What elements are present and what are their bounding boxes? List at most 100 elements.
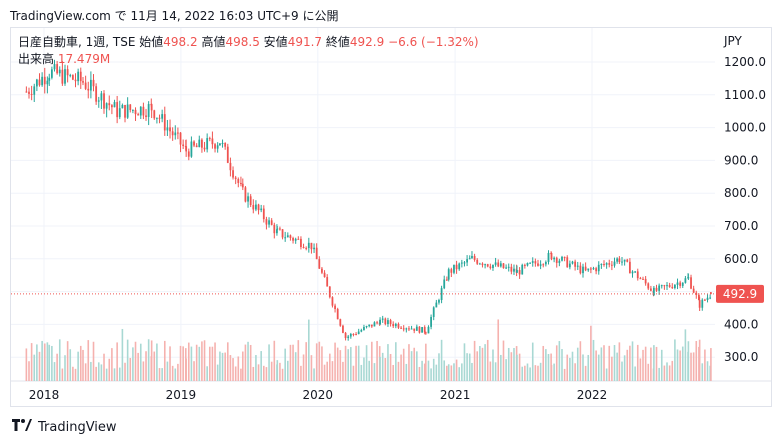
volume-bar [161, 368, 163, 381]
candle-body [294, 238, 297, 241]
x-tick-label: 2019 [166, 388, 197, 402]
volume-bar [531, 342, 534, 381]
volume-bar [605, 368, 608, 381]
volume-bar [326, 361, 328, 381]
volume-bar [249, 344, 252, 381]
candle-body [666, 285, 668, 287]
candle-body [289, 235, 292, 239]
candle-body [129, 104, 132, 111]
candle-body [331, 297, 334, 306]
candle-body [427, 326, 430, 334]
open-value: 498.2 [163, 35, 198, 49]
volume-bar [397, 361, 400, 381]
last-price-label: 492.9 [723, 287, 757, 301]
volume-bar [579, 341, 582, 381]
candle-body [655, 287, 658, 291]
candle-body [418, 326, 421, 333]
candle-body [710, 292, 712, 294]
volume-bar [360, 364, 363, 381]
candle-body [435, 302, 438, 308]
volume-bar [524, 365, 526, 381]
volume-bar [33, 354, 36, 381]
volume-bar [513, 348, 515, 381]
candle-body [698, 300, 701, 308]
tradingview-logo-icon[interactable] [12, 419, 32, 435]
volume-bar [636, 344, 639, 381]
candle-body [523, 264, 526, 266]
candle-body [46, 80, 49, 85]
candle-body [229, 162, 232, 171]
candle-body [450, 269, 453, 273]
candle-body [574, 261, 577, 267]
candle-body [673, 284, 676, 289]
volume-bar [43, 343, 46, 381]
candle-body [579, 265, 582, 274]
volume-bar [241, 351, 244, 381]
candle-body [555, 257, 558, 263]
volume-bar [376, 340, 378, 381]
candle-body [126, 104, 129, 118]
volume-bar [51, 345, 53, 381]
volume-bar [600, 347, 603, 381]
candle-body [33, 86, 36, 95]
volume-bar [166, 361, 169, 381]
candle-body [529, 262, 532, 264]
candle-body [660, 285, 663, 287]
candle-body [571, 261, 574, 264]
candle-body [413, 328, 416, 331]
candle-body [279, 228, 281, 230]
candle-body [360, 330, 363, 332]
candle-body [137, 114, 140, 116]
volume-bar [566, 354, 569, 381]
volume-bar [653, 345, 655, 381]
candle-body [48, 77, 51, 81]
volume-bar [576, 347, 579, 381]
volume-bar [363, 357, 365, 381]
candle-body [139, 106, 142, 116]
volume-bar [550, 365, 553, 381]
candle-body [110, 105, 113, 108]
volume-bar [82, 349, 84, 381]
volume-bar [479, 346, 481, 381]
volume-bar [234, 366, 237, 381]
volume-bar [279, 362, 281, 381]
candle-body [302, 246, 305, 248]
candle-body [286, 235, 289, 238]
candle-body [373, 322, 376, 327]
volume-bar [438, 353, 440, 381]
volume-bar [108, 358, 111, 381]
volume-bar [410, 351, 413, 381]
footer-brand[interactable]: TradingView [38, 419, 117, 435]
candle-body [642, 278, 644, 280]
candle-body [28, 91, 30, 94]
candle-body [647, 283, 650, 289]
volume-bar [150, 340, 153, 381]
volume-bar [221, 352, 224, 381]
volume-bar [631, 341, 634, 381]
candle-body [145, 115, 147, 117]
candle-body [658, 285, 661, 291]
candle-body [561, 256, 563, 261]
candle-body [25, 91, 28, 93]
volume-bar [69, 349, 72, 381]
candle-body [424, 332, 427, 334]
candle-body [701, 299, 704, 308]
candle-body [318, 259, 321, 269]
candle-body [410, 328, 413, 330]
candle-body [626, 259, 629, 262]
volume-bar [381, 352, 384, 381]
candle-body [61, 69, 64, 84]
volume-bar [46, 342, 49, 381]
volume-bar [534, 365, 537, 381]
candle-body [257, 204, 260, 211]
volume-bar [240, 368, 242, 381]
candle-body [339, 319, 342, 326]
candle-body [82, 81, 84, 83]
volume-bar [446, 365, 448, 381]
symbol-label[interactable]: 日産自動車, 1週, TSE [18, 35, 136, 49]
volume-bar [642, 349, 644, 381]
volume-bar [145, 351, 147, 381]
candle-body [116, 102, 119, 118]
volume-bar [389, 353, 392, 381]
